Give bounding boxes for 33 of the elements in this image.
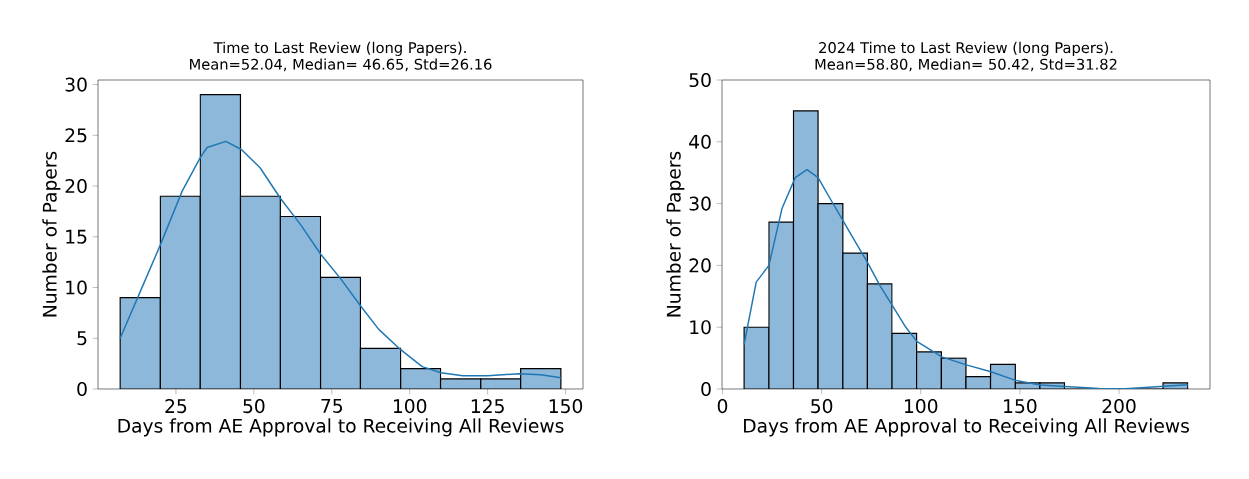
x-tick-label: 50	[243, 399, 265, 414]
y-tick-label: 15	[66, 229, 87, 244]
y-tick-label: 20	[689, 258, 711, 273]
y-tick-label: 25	[65, 128, 87, 143]
chart-title: 2024 Time to Last Review (long Papers).	[819, 41, 1113, 56]
x-tick-label: 125	[471, 399, 504, 414]
y-tick-label: 0	[77, 381, 87, 397]
x-axis-title: Days from AE Approval to Receiving All Reviews	[118, 418, 564, 437]
x-tick-label: 100	[393, 399, 427, 414]
chart-subtitle: Mean=52.04, Median= 46.65, Std=26.16	[190, 58, 492, 72]
line-series	[743, 168, 1189, 389]
x-tick-label: 0	[717, 399, 728, 414]
y-tick-label: 50	[689, 72, 711, 88]
y-tick-label: 20	[65, 178, 87, 194]
chart-subtitle: Mean=58.80, Median= 50.42, Std=31.82	[815, 58, 1117, 72]
y-tick-label: 40	[689, 134, 711, 149]
x-tick-label: 150	[1004, 399, 1037, 414]
y-tick-label: 10	[690, 320, 711, 335]
y-tick-label: 30	[65, 77, 87, 92]
x-tick-label: 100	[904, 399, 938, 414]
y-axis-title: Number of Papers	[666, 151, 685, 317]
y-tick-label: 5	[77, 331, 87, 346]
x-axis-title: Days from AE Approval to Receiving All Reviews	[744, 418, 1189, 437]
x-tick-label: 75	[321, 399, 343, 413]
chart-title: Time to Last Review (long Papers).	[213, 41, 466, 56]
y-tick-label: 0	[701, 381, 711, 397]
y-tick-label: 30	[689, 196, 711, 211]
y-tick-label: 10	[66, 280, 87, 295]
y-axis-title: Number of Papers	[42, 151, 61, 317]
x-tick-label: 200	[1102, 399, 1136, 414]
x-tick-label: 25	[165, 399, 187, 414]
x-tick-label: 150	[549, 399, 583, 414]
x-tick-label: 50	[811, 399, 833, 414]
